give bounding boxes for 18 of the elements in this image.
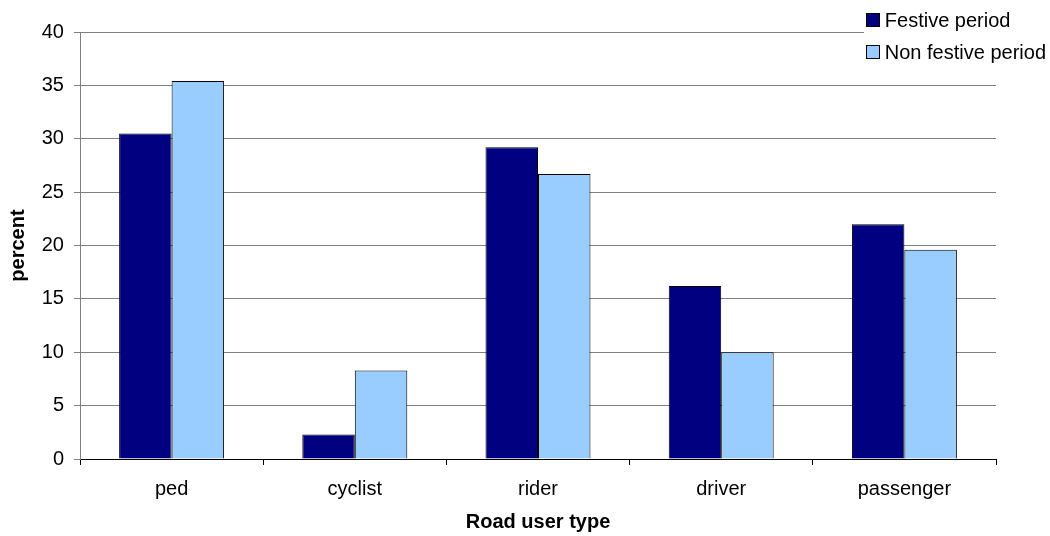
y-tick-label: 0 bbox=[52, 446, 64, 469]
y-tick-label: 20 bbox=[41, 233, 64, 256]
legend-label: Festive period bbox=[884, 8, 1011, 32]
y-axis-title: percent bbox=[5, 209, 28, 282]
x-tick-label: rider bbox=[517, 476, 559, 499]
x-tick-label: ped bbox=[154, 476, 189, 499]
y-tick-label: 35 bbox=[41, 72, 64, 95]
y-tick-label: 30 bbox=[41, 126, 64, 149]
x-axis-title: Road user type bbox=[465, 509, 611, 532]
y-tick-label: 5 bbox=[52, 393, 64, 416]
x-tick-label: driver bbox=[696, 476, 747, 499]
x-tick-label: cyclist bbox=[327, 476, 383, 499]
y-tick-label: 10 bbox=[41, 339, 64, 362]
legend-label: Non festive period bbox=[884, 40, 1046, 64]
x-tick-label: passenger bbox=[857, 476, 952, 499]
y-tick-label: 25 bbox=[41, 179, 64, 202]
y-tick-label: 40 bbox=[41, 19, 64, 42]
y-tick-label: 15 bbox=[41, 286, 64, 309]
